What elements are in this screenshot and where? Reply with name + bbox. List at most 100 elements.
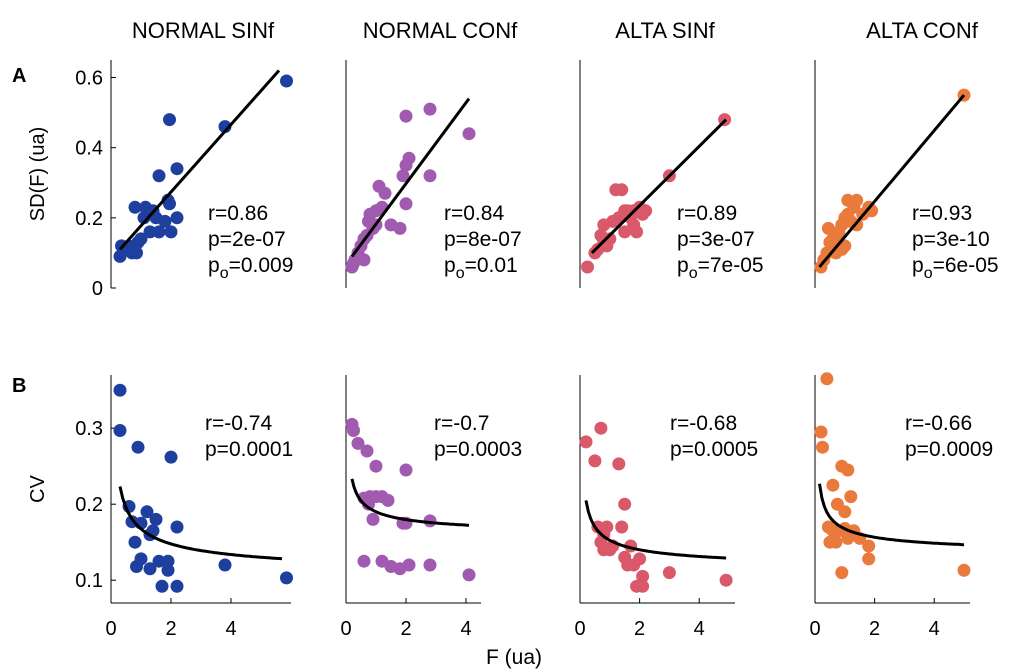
x-tick-label: 2 [869, 618, 880, 640]
fit-line [118, 486, 283, 561]
data-point [399, 109, 413, 123]
data-point [603, 232, 617, 246]
stat-po: po=0.009 [208, 254, 293, 282]
panel-a-3: r=0.89 p=3e-07 po=7e-05 [579, 60, 764, 288]
data-point [636, 569, 650, 583]
stat-po-sub: o [456, 265, 465, 282]
data-point [381, 493, 395, 507]
data-point [134, 552, 148, 566]
column-title-2: NORMAL CONf [363, 18, 518, 43]
data-point [152, 554, 166, 568]
x-tick-label: 0 [809, 618, 820, 640]
data-point [957, 563, 971, 577]
fit-line [590, 118, 728, 254]
data-point [163, 197, 176, 211]
column-titles: NORMAL SINf NORMAL CONf ALTA SINf ALTA C… [132, 18, 979, 43]
data-point [134, 232, 148, 246]
data-point [662, 566, 676, 580]
data-point [615, 183, 629, 197]
stat-po-value: =0.01 [465, 254, 518, 277]
stat-r: r=-0.66 [905, 412, 972, 435]
stat-po-p: p [444, 254, 456, 277]
data-point [351, 436, 365, 450]
stat-po-sub: o [924, 265, 933, 282]
stat-r: r=0.84 [444, 202, 504, 225]
data-point [618, 225, 632, 239]
data-point [399, 463, 413, 477]
data-point [399, 197, 413, 211]
data-point [163, 113, 176, 127]
data-point [594, 421, 608, 435]
data-point [128, 200, 142, 214]
data-point [600, 520, 614, 534]
stat-p: p=3e-10 [912, 228, 990, 251]
x-tick-label: 0 [574, 618, 585, 640]
stat-po: po=0.01 [444, 254, 518, 282]
y-axis-label: SD(F) (ua) [27, 127, 49, 221]
data-point [113, 424, 127, 437]
data-point [369, 459, 383, 473]
data-point [423, 558, 437, 572]
stat-po-p: p [208, 254, 220, 277]
stat-po-sub: o [220, 265, 229, 282]
fit-line [584, 500, 727, 560]
data-point [347, 424, 360, 437]
data-point [850, 193, 864, 207]
fit-line [118, 69, 281, 251]
data-point [841, 463, 855, 477]
data-point [829, 535, 843, 549]
stat-r: r=-0.68 [670, 412, 737, 435]
data-point [218, 558, 232, 572]
x-tick-label: 4 [225, 618, 236, 640]
data-point [161, 554, 175, 568]
x-tick-label: 4 [460, 618, 471, 640]
data-point [131, 440, 145, 454]
fit-line [818, 483, 965, 547]
stat-po: po=7e-05 [677, 254, 764, 282]
data-point [618, 497, 632, 511]
x-tick-label: 0 [340, 618, 351, 640]
y-tick-label: 0.1 [75, 570, 103, 592]
row-label-a: A [12, 65, 26, 87]
data-point [462, 127, 476, 141]
data-point [639, 204, 653, 218]
data-point [170, 211, 184, 225]
panel-b-3: 0 2 4 r=-0.68 p=0.0005 [574, 375, 758, 640]
x-tick-label: 2 [634, 618, 645, 640]
data-point [612, 457, 626, 471]
y-axis-label: CV [27, 474, 49, 502]
data-point [862, 552, 876, 566]
data-point [816, 440, 829, 454]
y-tick-label: 0.4 [75, 138, 103, 160]
data-point [170, 520, 184, 534]
data-point [579, 435, 593, 449]
x-tick-label: 0 [105, 618, 116, 640]
stat-r: r=0.93 [912, 202, 972, 225]
data-point [155, 579, 169, 593]
panel-a-4: r=0.93 p=3e-10 po=6e-05 [814, 60, 999, 288]
data-point [423, 102, 437, 116]
data-point [820, 372, 834, 386]
stat-po-p: p [912, 254, 924, 277]
data-point [838, 505, 852, 519]
data-point [152, 169, 166, 183]
row-label-b: B [12, 375, 26, 397]
fit-line [350, 97, 471, 258]
data-point [826, 478, 840, 492]
stat-p: p=8e-07 [444, 228, 522, 251]
data-point [633, 552, 647, 566]
data-point [357, 554, 371, 568]
data-point [170, 579, 184, 593]
data-point [164, 225, 178, 239]
data-point [588, 454, 602, 468]
panel-b-2: 0 2 4 r=-0.7 p=0.0003 [340, 375, 522, 640]
data-point [143, 562, 157, 576]
stat-po-value: =0.009 [229, 254, 294, 277]
data-point [143, 225, 157, 239]
fit-line [350, 478, 470, 527]
stat-r: r=0.89 [677, 202, 737, 225]
data-point [393, 221, 407, 235]
data-point [158, 214, 172, 228]
stat-po: po=6e-05 [912, 254, 999, 282]
